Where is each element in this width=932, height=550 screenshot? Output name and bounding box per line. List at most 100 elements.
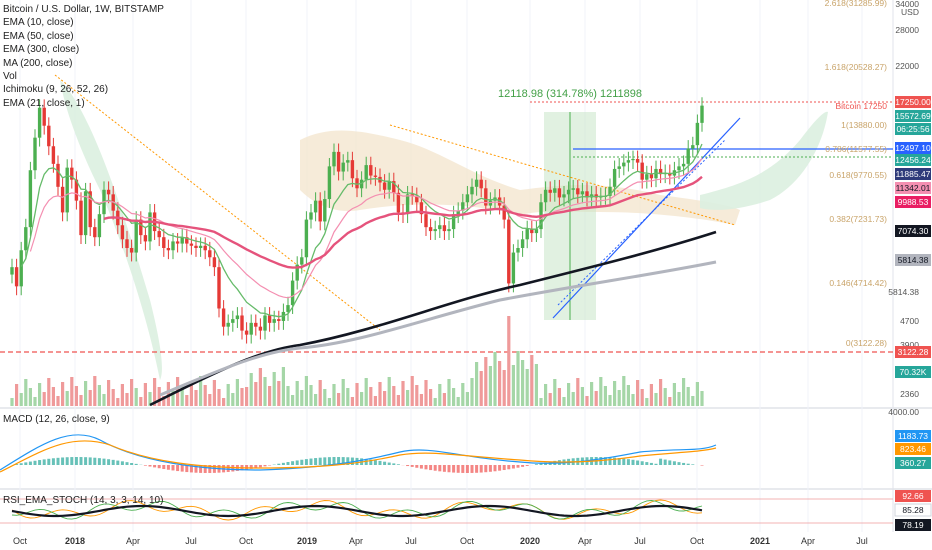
volume-bar [373,396,377,406]
macd-hist-bar [130,462,134,465]
macd-hist-bar [102,458,106,465]
candle-body [658,168,663,175]
volume-bar [194,390,198,406]
price-tick: 5814.38 [888,287,919,297]
candle-body [120,225,125,240]
price-badge-text: 06:25:56 [896,124,929,134]
macd-hist-bar [631,459,635,465]
macd-hist-bar [677,462,681,465]
trendline [557,139,726,306]
candle-body [157,231,161,238]
macd-hist-bar [97,458,101,465]
volume-bar [134,388,138,406]
macd-hist-bar [700,465,704,466]
macd-hist-bar [295,460,299,465]
legend-title: Bitcoin / U.S. Dollar, 1W, BITSTAMP [3,4,164,15]
fib-label: 1.618(20528.27) [825,62,888,72]
macd-hist-bar [516,465,520,468]
volume-bar [222,398,226,406]
rsi-badge-text: 85.28 [902,505,924,515]
macd-hist-bar [672,461,676,465]
macd-hist-bar [392,463,396,465]
macd-hist-bar [470,465,474,473]
macd-badge [895,430,931,442]
candle-body [369,165,373,176]
macd-hist-bar [452,465,456,473]
candle-body [695,122,700,146]
candle-body [640,162,644,180]
macd-badge [895,443,931,455]
price-tick: 4700 [900,316,919,326]
currency-label: USD [901,7,919,17]
legend-indicator[interactable]: MA (200, close) [3,57,73,69]
macd-hist-bar [323,457,327,465]
volume-bar [180,386,184,406]
volume-bar [33,397,37,406]
volume-bar [511,365,515,406]
price-badge-text: 12456.24 [895,155,931,165]
macd-label[interactable]: MACD (12, 26, close, 9) [3,414,110,425]
volume-bar [70,377,74,406]
candle-body [502,205,506,220]
volume-bar [640,389,644,406]
volume-bar [93,376,97,406]
volume-bar [327,398,331,406]
candle-body [295,264,299,281]
macd-hist-bar [47,458,51,465]
volume-bar [415,385,419,406]
volume-bar [401,381,405,406]
candle-body [97,214,102,238]
macd-hist-bar [318,457,322,465]
volume-bar [571,392,575,406]
volume-bar [488,366,492,406]
candle-body [497,197,502,206]
volume-bar [185,395,189,406]
macd-hist-bar [88,457,92,465]
volume-bar [424,380,428,406]
candle-body [433,229,437,232]
candle-body [47,125,51,147]
legend-indicator[interactable]: EMA (10, close) [3,17,74,29]
volume-bar [672,383,676,406]
legend: Bitcoin / U.S. Dollar, 1W, BITSTAMP EMA … [3,3,164,110]
volume-bar [28,388,32,406]
candle-body [562,194,566,198]
fib-label: 2.618(31285.99) [825,0,888,8]
volume-bar [649,384,653,406]
candle-body [79,200,83,236]
volume-bar [314,394,318,406]
fib-label: 0(3122.28) [846,338,887,348]
time-tick: Apr [126,536,140,546]
price-badge-text: 9988.53 [898,197,929,207]
macd-hist-bar [387,462,391,465]
macd-hist-bar [291,461,295,465]
volume-bar [332,384,336,406]
rsi-label[interactable]: RSI_EMA_STOCH (14, 3, 3, 14, 10) [3,495,164,506]
time-tick: Apr [578,536,592,546]
price-badge-text: 11885.47 [896,169,931,179]
volume-bar [608,395,612,406]
candle-body [24,227,28,251]
legend-indicator[interactable]: Ichimoku (9, 26, 52, 26) [3,84,109,96]
candle-body [608,186,612,196]
macd-hist-bar [521,465,525,467]
volume-bar [42,392,46,406]
legend-indicator[interactable]: EMA (50, close) [3,30,74,42]
volume-bar [65,391,69,406]
legend-indicator[interactable]: EMA (300, close) [3,44,80,56]
volume-bar [456,397,460,406]
macd-hist-bar [42,459,46,465]
volume-bar [61,382,65,406]
legend-indicator[interactable]: Vol [3,71,17,83]
macd-hist-bar [79,457,83,465]
candle-body [419,202,424,215]
candle-body [645,174,649,180]
volume-bar [79,395,83,406]
volume-bar [636,380,640,406]
legend-indicator[interactable]: EMA (21, close, 1) [3,97,85,109]
volume-bar [171,391,175,406]
volume-bar [645,398,649,406]
candle-body [534,229,539,234]
volume-bar [613,381,617,406]
